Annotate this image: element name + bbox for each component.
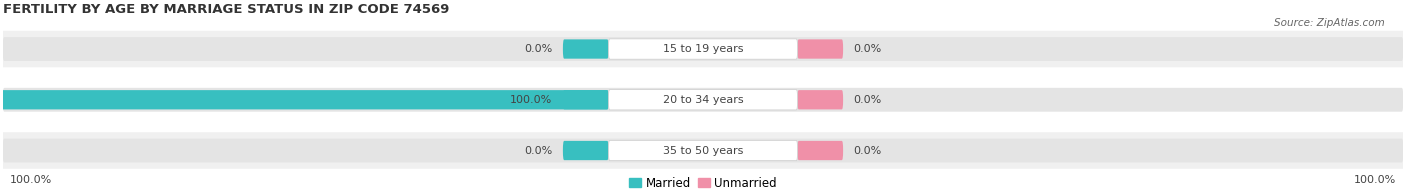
FancyBboxPatch shape	[3, 132, 1403, 169]
FancyBboxPatch shape	[3, 31, 1403, 67]
Text: Source: ZipAtlas.com: Source: ZipAtlas.com	[1274, 18, 1385, 28]
FancyBboxPatch shape	[3, 88, 1403, 112]
FancyBboxPatch shape	[3, 139, 1403, 162]
Text: 100.0%: 100.0%	[1354, 175, 1396, 185]
FancyBboxPatch shape	[562, 141, 609, 160]
FancyBboxPatch shape	[797, 90, 844, 109]
FancyBboxPatch shape	[609, 39, 797, 59]
FancyBboxPatch shape	[562, 39, 609, 59]
Text: 100.0%: 100.0%	[510, 95, 553, 105]
FancyBboxPatch shape	[3, 37, 1403, 61]
Text: 0.0%: 0.0%	[853, 44, 882, 54]
FancyBboxPatch shape	[562, 90, 609, 109]
FancyBboxPatch shape	[609, 90, 797, 110]
FancyBboxPatch shape	[0, 90, 609, 109]
Text: FERTILITY BY AGE BY MARRIAGE STATUS IN ZIP CODE 74569: FERTILITY BY AGE BY MARRIAGE STATUS IN Z…	[3, 3, 449, 16]
Text: 15 to 19 years: 15 to 19 years	[662, 44, 744, 54]
FancyBboxPatch shape	[3, 82, 1403, 118]
Text: 35 to 50 years: 35 to 50 years	[662, 145, 744, 155]
FancyBboxPatch shape	[797, 141, 844, 160]
FancyBboxPatch shape	[609, 140, 797, 161]
FancyBboxPatch shape	[797, 39, 844, 59]
Text: 0.0%: 0.0%	[524, 44, 553, 54]
Legend: Married, Unmarried: Married, Unmarried	[624, 172, 782, 194]
Text: 100.0%: 100.0%	[10, 175, 52, 185]
Text: 0.0%: 0.0%	[853, 95, 882, 105]
Text: 0.0%: 0.0%	[853, 145, 882, 155]
Text: 20 to 34 years: 20 to 34 years	[662, 95, 744, 105]
Text: 0.0%: 0.0%	[524, 145, 553, 155]
